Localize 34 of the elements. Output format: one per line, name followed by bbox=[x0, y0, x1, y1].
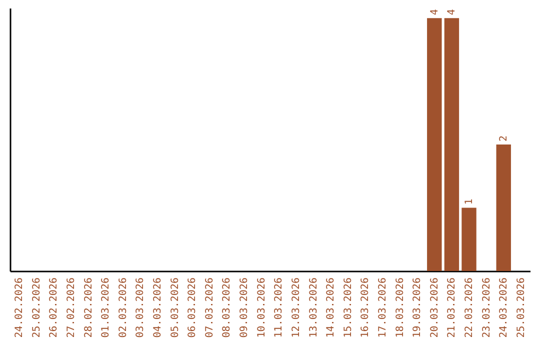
data-label: 2 bbox=[498, 136, 510, 142]
x-tick-label: 14.03.2026 bbox=[326, 278, 337, 338]
data-label: 4 bbox=[429, 9, 440, 16]
x-tick-label: 24.03.2026 bbox=[498, 278, 510, 338]
x-tick-label: 22.03.2026 bbox=[464, 278, 475, 338]
x-tick-label: 02.03.2026 bbox=[118, 278, 129, 338]
x-tick-label: 21.03.2026 bbox=[446, 278, 458, 338]
x-tick-label: 13.03.2026 bbox=[308, 278, 320, 338]
x-tick-label: 25.02.2026 bbox=[31, 278, 42, 338]
x-tick-label: 08.03.2026 bbox=[222, 278, 233, 338]
x-tick-label: 24.02.2026 bbox=[14, 278, 26, 338]
x-tick-label: 28.02.2026 bbox=[83, 278, 94, 338]
data-label: 1 bbox=[464, 198, 475, 205]
x-tick-label: 16.03.2026 bbox=[360, 278, 372, 338]
x-tick-label: 20.03.2026 bbox=[429, 278, 440, 338]
x-tick-label: 17.03.2026 bbox=[377, 278, 388, 338]
x-tick-label: 09.03.2026 bbox=[239, 278, 250, 338]
x-tick-label: 01.03.2026 bbox=[100, 278, 112, 338]
x-tick-label: 23.03.2026 bbox=[481, 278, 492, 338]
x-tick-label: 10.03.2026 bbox=[256, 278, 268, 338]
x-tick-label: 18.03.2026 bbox=[394, 278, 406, 338]
x-tick-label: 06.03.2026 bbox=[187, 278, 198, 338]
x-tick-label: 07.03.2026 bbox=[204, 278, 216, 338]
data-label: 4 bbox=[446, 9, 458, 16]
x-tick-label: 03.03.2026 bbox=[135, 278, 146, 338]
x-tick-label: 12.03.2026 bbox=[290, 278, 302, 338]
x-tick-label: 27.02.2026 bbox=[66, 278, 77, 338]
x-tick-label: 05.03.2026 bbox=[170, 278, 181, 338]
x-tick-label: 26.02.2026 bbox=[48, 278, 60, 338]
x-tick-label: 11.03.2026 bbox=[274, 278, 285, 338]
x-tick-label: 25.03.2026 bbox=[516, 278, 527, 338]
x-tick-label: 04.03.2026 bbox=[152, 278, 164, 338]
x-tick-label: 19.03.2026 bbox=[412, 278, 424, 338]
x-tick-label: 15.03.2026 bbox=[342, 278, 354, 338]
